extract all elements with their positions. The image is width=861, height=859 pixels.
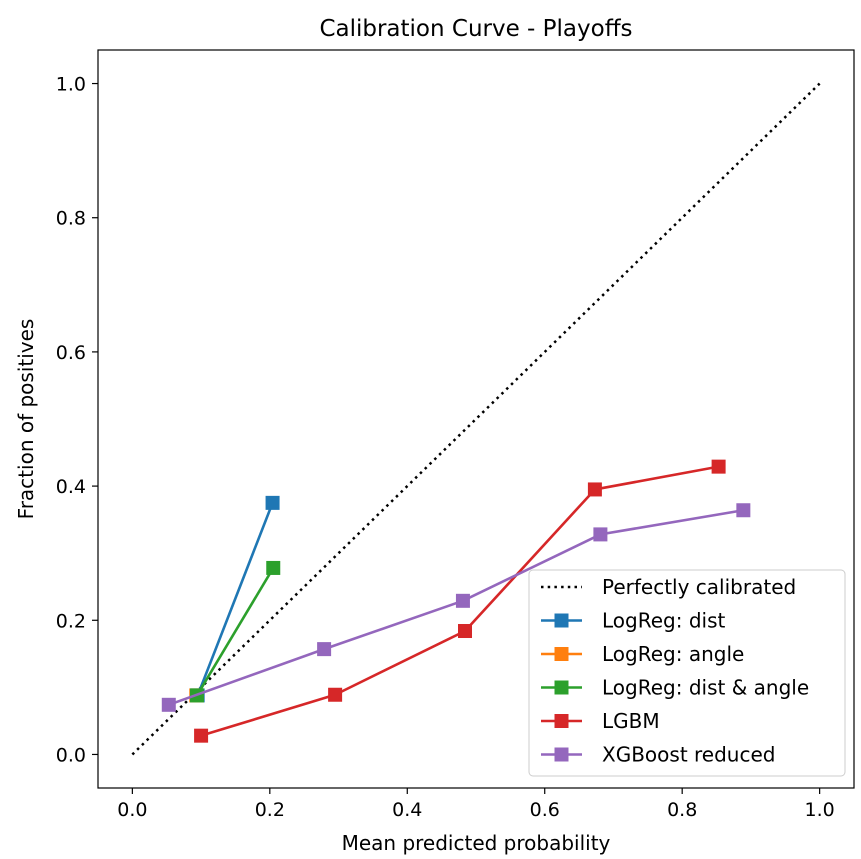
series-line bbox=[195, 567, 275, 697]
data-point-marker bbox=[736, 503, 751, 518]
data-point-marker bbox=[593, 527, 608, 542]
legend-label: LogReg: dist bbox=[602, 609, 725, 633]
legend-entry: LogReg: angle bbox=[541, 642, 744, 666]
data-point-marker bbox=[587, 482, 602, 497]
series-xgboost-reduced bbox=[161, 503, 751, 712]
y-axis-ticks: 0.0 0.2 0.4 0.6 0.8 1.0 bbox=[56, 74, 98, 766]
y-tick-label: 0.8 bbox=[56, 208, 86, 230]
x-tick-label: 0.6 bbox=[530, 799, 560, 821]
legend-label: XGBoost reduced bbox=[602, 743, 775, 767]
data-point-marker bbox=[455, 593, 470, 608]
legend-swatch-marker bbox=[554, 680, 569, 695]
y-tick-label: 0.4 bbox=[56, 476, 86, 498]
legend-label: LogReg: dist & angle bbox=[602, 676, 809, 700]
data-point-marker bbox=[711, 459, 726, 474]
series-line bbox=[196, 502, 274, 696]
chart-title: Calibration Curve - Playoffs bbox=[319, 16, 632, 42]
legend-label: Perfectly calibrated bbox=[602, 575, 796, 599]
legend-entry: LogReg: dist & angle bbox=[541, 676, 809, 700]
y-axis-title: Fraction of positives bbox=[14, 319, 38, 520]
data-point-marker bbox=[266, 560, 281, 575]
legend-swatch-marker bbox=[554, 613, 569, 628]
series-lgbm bbox=[194, 459, 726, 743]
data-point-marker bbox=[328, 687, 343, 702]
data-point-marker bbox=[265, 495, 280, 510]
legend-items: Perfectly calibrated LogReg: dist LogReg: … bbox=[541, 575, 809, 767]
legend-entry: XGBoost reduced bbox=[541, 743, 775, 767]
legend-label: LGBM bbox=[602, 709, 660, 733]
y-tick-label: 1.0 bbox=[56, 74, 86, 96]
legend-entry: LGBM bbox=[541, 709, 660, 733]
x-tick-label: 1.0 bbox=[805, 799, 835, 821]
legend-label: LogReg: angle bbox=[602, 642, 744, 666]
legend-entry: Perfectly calibrated bbox=[541, 575, 796, 599]
y-tick-label: 0.0 bbox=[56, 744, 86, 766]
series-layer bbox=[161, 459, 751, 743]
data-point-marker bbox=[317, 642, 332, 657]
x-tick-label: 0.0 bbox=[117, 799, 147, 821]
y-tick-label: 0.6 bbox=[56, 342, 86, 364]
legend-entry: LogReg: dist bbox=[541, 609, 725, 633]
x-tick-label: 0.2 bbox=[255, 799, 285, 821]
legend-swatch-marker bbox=[554, 747, 569, 762]
x-tick-label: 0.8 bbox=[667, 799, 697, 821]
plot-frame bbox=[97, 49, 855, 789]
legend-swatch-marker bbox=[554, 714, 569, 728]
legend-swatch-marker bbox=[554, 647, 569, 661]
x-axis-title: Mean predicted probability bbox=[342, 831, 611, 855]
data-point-marker bbox=[458, 624, 473, 639]
data-point-marker bbox=[161, 697, 176, 712]
legend: Perfectly calibrated LogReg: dist LogReg: … bbox=[528, 569, 846, 777]
data-point-marker bbox=[194, 728, 209, 743]
x-axis-ticks: 0.0 0.2 0.4 0.6 0.8 1.0 bbox=[117, 788, 835, 821]
y-tick-label: 0.2 bbox=[56, 610, 86, 632]
x-tick-label: 0.4 bbox=[392, 799, 422, 821]
legend-frame bbox=[528, 569, 846, 777]
